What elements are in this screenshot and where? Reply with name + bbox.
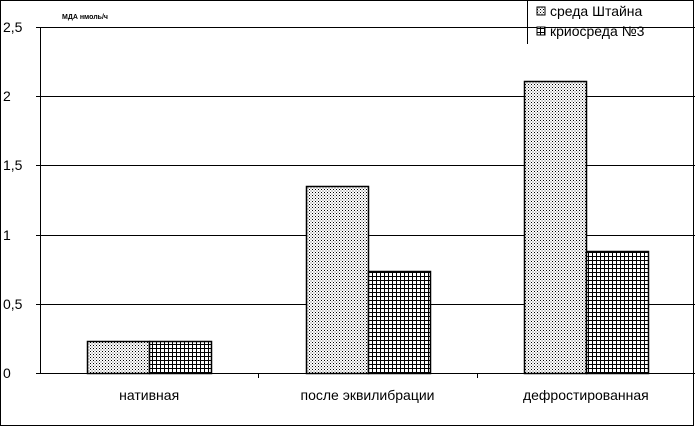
x-axis: нативная после эквилибрации дефростированн…: [40, 373, 695, 403]
bar-series-2: [367, 270, 432, 375]
bar-series-2: [585, 250, 650, 375]
y-tick-label: 0: [3, 365, 11, 381]
x-category-label: нативная: [119, 387, 179, 403]
y-axis: 0 0,5 1 1,5 2 2,5: [3, 19, 41, 381]
bar-series-1: [86, 340, 151, 375]
y-tick-label: 0,5: [3, 296, 23, 312]
y-tick-label: 2,5: [3, 19, 23, 35]
y-tick-label: 2: [3, 88, 11, 104]
x-category-label: дефростированная: [523, 387, 649, 403]
y-axis-unit-label: МДА нмоль/ч: [62, 14, 108, 21]
legend-label-series-1: среда Штайна: [550, 3, 643, 19]
bar-series-2: [148, 340, 213, 375]
bars: [86, 80, 650, 375]
legend-swatch-series-2: [536, 26, 546, 36]
bar-series-1: [523, 80, 588, 375]
bar-series-1: [305, 185, 370, 375]
legend-label-series-2: криосреда №3: [550, 23, 645, 39]
legend: среда Штайна криосреда №3: [527, 0, 645, 44]
y-tick-label: 1,5: [3, 157, 23, 173]
x-category-label: после эквилибрации: [301, 387, 435, 403]
legend-swatch-series-1: [536, 6, 546, 16]
y-tick-label: 1: [3, 227, 11, 243]
